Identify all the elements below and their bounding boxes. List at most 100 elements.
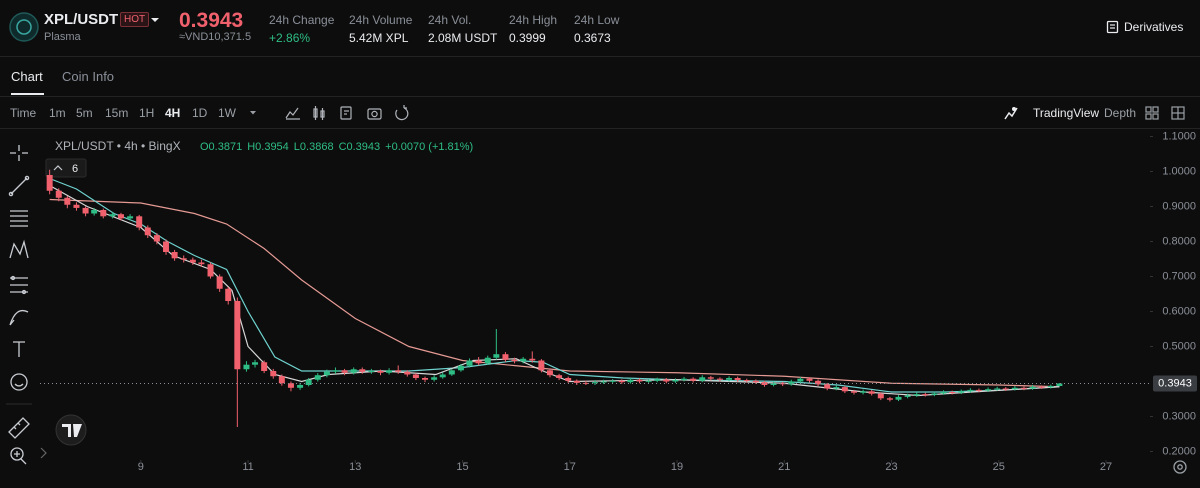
interval-button[interactable]: 5m bbox=[76, 106, 93, 120]
candle-body bbox=[278, 376, 285, 384]
settings-icon[interactable] bbox=[1173, 460, 1187, 474]
candle-body bbox=[922, 394, 929, 396]
candle-body bbox=[743, 380, 750, 382]
candle-body bbox=[234, 301, 241, 370]
candle-body bbox=[636, 379, 643, 382]
tv-logo bbox=[55, 414, 87, 446]
divider bbox=[0, 128, 1200, 129]
candle-body bbox=[904, 395, 911, 397]
candle-body bbox=[1002, 388, 1009, 390]
tab-coin-info[interactable]: Coin Info bbox=[62, 69, 115, 84]
indicator-badge[interactable] bbox=[45, 158, 87, 178]
interval-button[interactable]: 4H bbox=[165, 106, 181, 120]
candle-body bbox=[877, 393, 884, 399]
candle-body bbox=[386, 370, 393, 373]
stat-label: 24h High bbox=[509, 13, 558, 27]
candle-body bbox=[431, 377, 438, 380]
y-tick-label: 0.8000 bbox=[1162, 235, 1196, 247]
candle-body bbox=[216, 276, 223, 289]
candle-body bbox=[779, 383, 786, 385]
stat-value: +2.86% bbox=[269, 31, 311, 45]
tab-chart[interactable]: Chart bbox=[11, 69, 43, 84]
candle-body bbox=[368, 371, 375, 372]
time-button[interactable]: Time bbox=[10, 106, 37, 120]
candle-body bbox=[117, 214, 124, 219]
y-tick-label: 0.6000 bbox=[1162, 305, 1196, 317]
candle-body bbox=[82, 207, 89, 214]
chart-tools[interactable] bbox=[284, 104, 414, 122]
candle-body bbox=[788, 381, 795, 385]
interval-button[interactable]: 1m bbox=[49, 106, 66, 120]
candle-body bbox=[1056, 383, 1063, 387]
collapse-icon[interactable] bbox=[53, 165, 63, 171]
candle-body bbox=[1029, 386, 1036, 389]
stat-label: 24h Volume bbox=[349, 13, 413, 27]
legend-value: O0.3871 bbox=[200, 141, 242, 153]
view-depth[interactable]: Depth bbox=[1104, 106, 1137, 120]
drawing-tools bbox=[8, 145, 30, 465]
last-price: 0.3943 bbox=[179, 9, 244, 32]
candle-body bbox=[654, 379, 661, 381]
candle-body bbox=[770, 383, 777, 385]
candle-body bbox=[511, 359, 518, 362]
pair-name[interactable]: XPL/USDT bbox=[44, 11, 119, 28]
candle-body bbox=[940, 392, 947, 394]
candle-body bbox=[261, 362, 268, 371]
x-tick-label: 15 bbox=[456, 461, 468, 473]
candle-body bbox=[109, 214, 116, 217]
stat-value: 0.3673 bbox=[574, 31, 611, 45]
candle-body bbox=[225, 288, 232, 301]
view-tradingview[interactable]: TradingView bbox=[1033, 106, 1100, 120]
candle-body bbox=[886, 398, 893, 400]
candle-body bbox=[1020, 387, 1027, 389]
derivatives-button[interactable]: Derivatives bbox=[1124, 20, 1184, 34]
candle-body bbox=[297, 385, 304, 388]
candle-body bbox=[305, 379, 312, 385]
last-price-box bbox=[1153, 375, 1197, 392]
x-tick-label: 27 bbox=[1100, 461, 1112, 473]
y-tick-label: 0.5000 bbox=[1162, 340, 1196, 352]
ohlc-legend: O0.3871 H0.3954 L0.3868 C0.3943 +0.0070 (+1.… bbox=[200, 141, 473, 153]
candle-body bbox=[91, 210, 98, 214]
candle-body bbox=[100, 210, 107, 217]
pair-dropdown[interactable] bbox=[150, 15, 160, 25]
stat-value: 0.3999 bbox=[509, 31, 546, 45]
indicator-count: 6 bbox=[72, 163, 78, 175]
candle-body bbox=[180, 258, 187, 260]
candle-body bbox=[207, 264, 214, 277]
interval-button[interactable]: 1H bbox=[139, 106, 155, 120]
interval-button[interactable]: 15m bbox=[105, 106, 129, 120]
interval-button[interactable]: 1W bbox=[218, 106, 236, 120]
candle-body bbox=[252, 362, 259, 365]
stat-label: 24h Low bbox=[574, 13, 620, 27]
divider bbox=[0, 56, 1200, 57]
candle-body bbox=[127, 216, 134, 219]
candle-body bbox=[958, 391, 965, 393]
network-name: Plasma bbox=[44, 31, 81, 43]
candle-body bbox=[475, 360, 482, 364]
candle-body bbox=[627, 379, 634, 383]
candle-body bbox=[868, 391, 875, 394]
candle-body bbox=[573, 380, 580, 383]
x-tick-label: 19 bbox=[671, 461, 683, 473]
candle-body bbox=[529, 358, 536, 361]
scroll-arrow[interactable] bbox=[40, 447, 47, 459]
candle-body bbox=[806, 378, 813, 381]
candle-body bbox=[663, 379, 670, 382]
layout-icons[interactable] bbox=[1145, 105, 1190, 121]
derivatives-icon bbox=[1106, 20, 1119, 34]
candle-body bbox=[592, 382, 598, 384]
interval-button[interactable]: 1D bbox=[192, 106, 208, 120]
candle-body bbox=[582, 382, 589, 384]
candle-body bbox=[457, 365, 464, 371]
ma-line bbox=[49, 198, 1060, 388]
candle-body bbox=[609, 380, 616, 382]
divider bbox=[0, 96, 1200, 97]
candle-body bbox=[64, 197, 71, 205]
interval-dropdown[interactable] bbox=[248, 108, 258, 118]
candle-body bbox=[270, 371, 277, 377]
candle-body bbox=[1047, 386, 1054, 388]
y-tick-label: 1.1000 bbox=[1162, 130, 1196, 142]
candle-body bbox=[716, 378, 723, 380]
